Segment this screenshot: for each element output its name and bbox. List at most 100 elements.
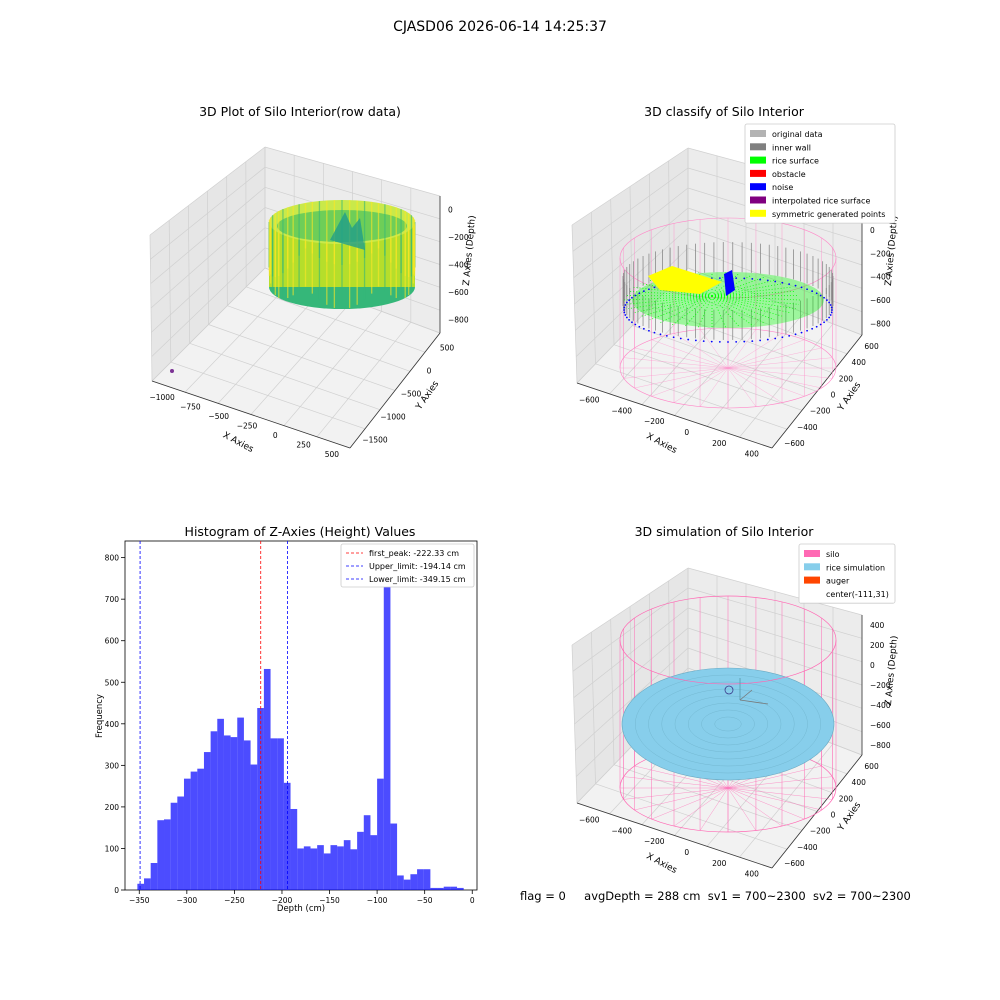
noise-points [625,316,628,319]
silo-wire-top [619,595,837,685]
center-axis [739,699,769,705]
y-tick-label: 200 [839,794,854,803]
silo-wire-spoke [727,357,833,369]
noise-points [751,277,754,280]
panel-title: 3D simulation of Silo Interior [635,524,815,539]
sv1-text: sv1 = 700~2300 [707,889,806,903]
pane-left-wall [150,147,265,381]
rice-surface-points [711,295,791,314]
noise-points [631,321,633,324]
status-footer: flag = 0 avgDepth = 288 cm sv1 = 700~230… [520,889,911,903]
rice-surface-points [711,295,775,321]
noise-points [702,340,705,343]
noise-points [625,301,628,304]
noise-points [672,336,675,339]
noise-points [624,304,627,306]
silo-wire-spoke [727,776,833,789]
noise-points [766,279,769,282]
y-tick-label: 200 [839,374,854,383]
noise-points [624,314,627,316]
silo-wire-spoke [727,787,805,820]
z-tick-label: −600 [448,288,469,297]
y-tick-label: 200 [105,803,120,812]
noise-points [759,339,762,342]
noise-points [628,299,630,302]
histogram-bar [190,771,198,890]
histogram-bar [177,796,184,890]
histogram-bar [357,831,364,890]
rice-surface-points [633,286,713,297]
legend-label: symmetric generated points [772,210,885,219]
histogram-bar [303,846,311,890]
histogram-bar [423,869,431,890]
flag-text: flag = 0 [520,889,566,903]
surface-mesh [661,688,795,760]
z-axis-label: Z Axies (Depth) [884,215,900,286]
histogram-bar [290,808,298,890]
noise-points [815,292,818,295]
y-tick-label: −400 [797,423,818,432]
noise-points [718,341,721,343]
y-tick-label: −200 [810,827,831,836]
rice-surface-points [660,295,713,324]
x-tick-label: −400 [611,826,632,835]
noise-points [781,336,784,339]
x-axis-label: X Axies [644,432,678,457]
noise-points [819,323,822,326]
y-tick-label: 100 [105,844,120,853]
x-axis-label: X Axies [644,852,678,877]
noise-points [831,309,833,311]
histogram-bar [197,768,204,890]
y-tick-label: −1500 [362,436,388,445]
noise-points [829,314,832,316]
y-tick-label: 400 [852,358,867,367]
outlier-point [170,369,174,373]
grid-line [150,166,266,260]
x-tick-label: −200 [644,417,665,426]
y-tick-label: 300 [105,761,120,770]
noise-points [759,278,762,281]
histogram-bar [383,561,391,890]
x-tick-label: 400 [745,870,760,879]
histogram-bar [150,862,158,890]
silo-wire-spoke [623,776,729,789]
silo-wire-spoke [727,333,783,369]
panel-title: Histogram of Z-Axies (Height) Values [185,524,416,539]
z-axis-label: Z Axies (Depth) [884,635,900,706]
rice-surface-points [711,286,791,297]
x-tick-label: −300 [177,896,198,905]
histogram-bar [297,848,304,890]
silo-wire-spoke [673,367,729,403]
histogram-bar [237,717,244,890]
legend-swatch [750,143,766,151]
rice-surface-points [649,295,713,321]
histogram-bar [157,820,165,890]
grid-line [571,147,689,226]
x-tick-label: 0 [273,431,278,440]
y-tick-label: 0 [831,811,836,820]
noise-points [774,337,777,340]
z-tick-label: −800 [870,741,891,750]
histogram-bar [250,764,258,890]
noise-points [823,321,825,324]
histogram-bar [377,778,384,890]
legend-label: silo [826,550,840,559]
x-axis-line [576,802,773,869]
legend-swatch [804,576,820,584]
rice-surface-points [633,295,713,314]
legend-swatch [750,196,766,204]
grid-line [246,286,426,353]
silo-wire-spoke [727,339,805,369]
noise-points [800,331,803,334]
histogram-bar [210,731,218,890]
panel-raw-data-3d: 3D Plot of Silo Interior(row data)−1000−… [149,104,478,459]
z-tick-label: 200 [870,641,885,650]
histogram-bar [410,874,418,890]
x-tick-label: 400 [745,450,760,459]
z-tick-label: −800 [448,315,469,324]
histogram-bar [323,853,331,890]
silo-wire-spoke [634,347,729,369]
panel-histogram: Histogram of Z-Axies (Height) Values −350… [95,524,478,914]
histogram-bar [223,735,231,890]
legend-label: obstacle [772,170,806,179]
